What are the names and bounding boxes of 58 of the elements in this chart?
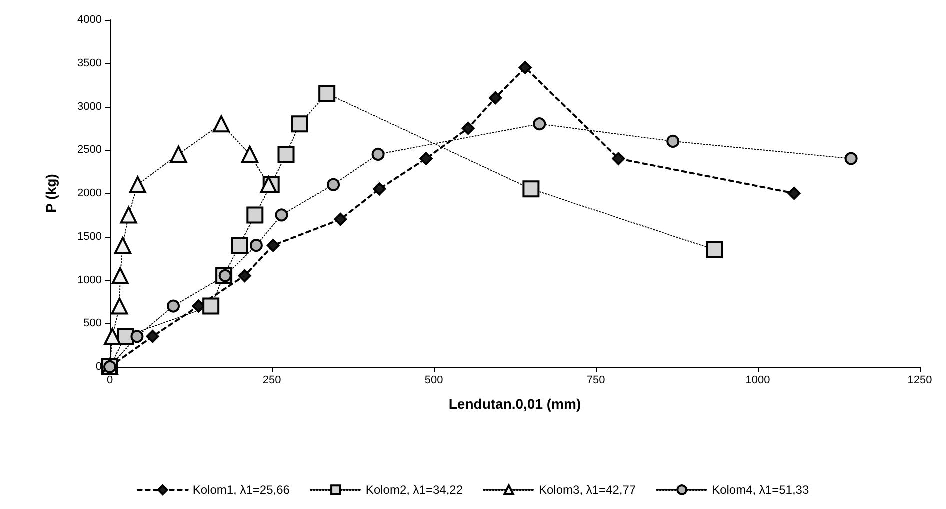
- point: [111, 298, 128, 315]
- point: [291, 116, 308, 133]
- y-tick-label: 4000: [78, 14, 102, 26]
- point: [250, 239, 263, 252]
- point: [666, 134, 680, 148]
- legend-label: Kolom1, λ1=25,66: [192, 483, 290, 497]
- point: [246, 206, 264, 224]
- x-tick-label: 250: [262, 374, 282, 386]
- x-tick-label: 750: [586, 374, 606, 386]
- x-tick-label: 500: [424, 374, 444, 386]
- legend-label: Kolom4, λ1=51,33: [712, 483, 810, 497]
- point: [518, 61, 532, 74]
- y-tick-label: 500: [84, 318, 102, 330]
- x-tick-label: 1000: [746, 374, 770, 386]
- point: [788, 187, 801, 200]
- point: [167, 300, 180, 313]
- y-tick-label: 1500: [78, 230, 102, 243]
- point: [373, 182, 386, 196]
- y-tick-label: 3500: [78, 57, 102, 70]
- point: [112, 267, 129, 284]
- point: [462, 122, 475, 135]
- point: [146, 330, 160, 344]
- point: [706, 241, 724, 258]
- point: [318, 85, 336, 102]
- point: [114, 237, 132, 254]
- point: [241, 146, 258, 163]
- legend-label: Kolom3, λ1=42,77: [539, 483, 636, 497]
- point: [420, 152, 433, 166]
- y-tick-label: 3000: [78, 100, 102, 113]
- x-axis-title: Lendutan.0,01 (mm): [448, 396, 582, 412]
- point: [612, 152, 626, 166]
- point: [522, 180, 540, 198]
- y-axis-title: P (kg): [43, 174, 59, 213]
- point: [104, 328, 122, 346]
- point: [238, 269, 252, 282]
- y-tick-label: 2000: [78, 188, 102, 200]
- y-tick-label: 0: [96, 361, 102, 373]
- x-tick-label: 1250: [908, 374, 932, 386]
- point: [533, 118, 546, 131]
- point: [212, 116, 230, 133]
- point: [129, 176, 146, 194]
- point: [231, 237, 248, 254]
- point: [334, 213, 348, 226]
- point: [489, 92, 502, 105]
- point: [120, 206, 138, 224]
- point: [170, 146, 188, 163]
- point: [844, 152, 858, 166]
- y-tick-label: 1000: [78, 274, 102, 286]
- x-tick-label: 0: [106, 374, 114, 386]
- point: [327, 178, 340, 192]
- y-tick-label: 2500: [78, 144, 102, 156]
- point: [266, 239, 280, 252]
- point: [130, 330, 144, 344]
- point: [202, 298, 220, 315]
- point: [372, 148, 385, 161]
- point: [275, 208, 288, 222]
- legend-label: Kolom2, λ1=34,22: [366, 483, 464, 497]
- point: [278, 146, 295, 163]
